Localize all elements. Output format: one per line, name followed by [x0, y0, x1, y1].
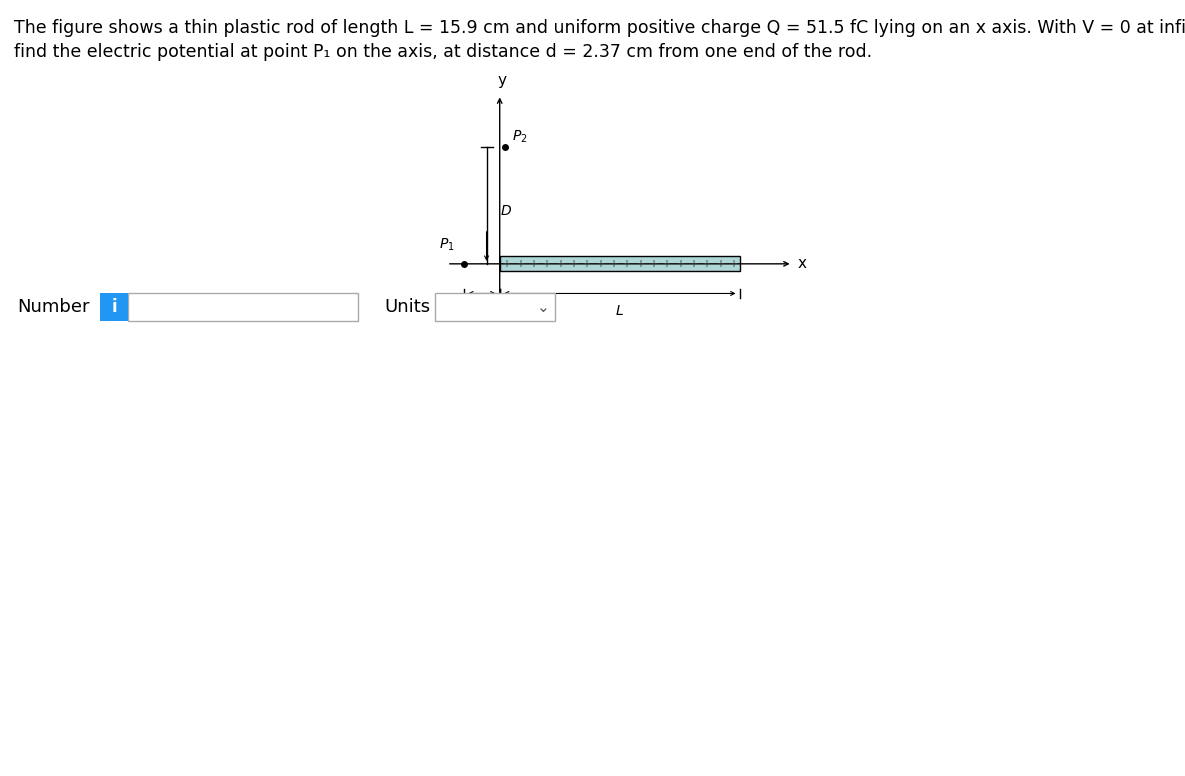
Text: d: d: [478, 304, 486, 318]
Text: The figure shows a thin plastic rod of length L = 15.9 cm and uniform positive c: The figure shows a thin plastic rod of l…: [14, 19, 1185, 37]
Text: L: L: [616, 304, 623, 318]
Text: +: +: [529, 259, 537, 268]
Text: +: +: [729, 259, 737, 268]
Bar: [435, 293, 555, 321]
Bar: [500, 256, 739, 272]
Text: +: +: [596, 259, 603, 268]
Text: +: +: [543, 259, 550, 268]
Text: x: x: [798, 256, 806, 272]
Bar: [100, 293, 128, 321]
Text: +: +: [515, 259, 524, 268]
Text: D: D: [501, 204, 512, 219]
Text: +: +: [662, 259, 671, 268]
Text: +: +: [622, 259, 630, 268]
Text: y: y: [498, 73, 507, 88]
Text: +: +: [502, 259, 511, 268]
Text: +: +: [649, 259, 656, 268]
Text: +: +: [716, 259, 724, 268]
Bar: [128, 293, 358, 321]
Text: i: i: [111, 298, 117, 316]
Text: +: +: [556, 259, 564, 268]
Text: +: +: [703, 259, 710, 268]
Text: $P_2$: $P_2$: [512, 129, 527, 145]
Text: +: +: [675, 259, 684, 268]
Text: Number: Number: [18, 298, 90, 316]
Text: $P_1$: $P_1$: [438, 237, 454, 253]
Text: +: +: [635, 259, 643, 268]
Text: +: +: [688, 259, 697, 268]
Text: Units: Units: [384, 298, 430, 316]
Text: +: +: [609, 259, 617, 268]
Text: ⌄: ⌄: [537, 300, 550, 314]
Text: +: +: [569, 259, 577, 268]
Text: find the electric potential at point P₁ on the axis, at distance d = 2.37 cm fro: find the electric potential at point P₁ …: [14, 43, 872, 61]
Text: +: +: [582, 259, 590, 268]
